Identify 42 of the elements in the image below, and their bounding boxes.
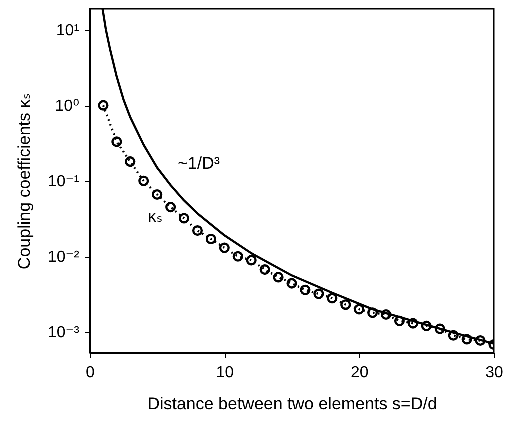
point — [166, 202, 176, 213]
point — [408, 318, 418, 329]
point — [286, 278, 298, 289]
point — [138, 176, 150, 186]
annotation: ~1/D³ — [178, 154, 220, 173]
point — [206, 234, 216, 245]
point — [112, 136, 122, 148]
point — [273, 272, 284, 283]
x-axis-title: Distance between two elements s=D/d — [148, 394, 438, 414]
point — [314, 288, 324, 300]
point — [354, 304, 365, 315]
y-axis-title: Coupling coefficients κₛ — [14, 93, 34, 270]
point — [421, 320, 432, 332]
point — [380, 309, 392, 320]
point — [462, 334, 472, 345]
x-tick-label: 0 — [86, 364, 96, 382]
point — [340, 300, 352, 310]
x-tick-label: 10 — [216, 364, 234, 382]
point — [192, 226, 204, 236]
point — [246, 255, 257, 266]
point — [98, 100, 109, 111]
point — [448, 330, 459, 341]
point — [300, 284, 311, 296]
point — [260, 264, 270, 276]
point — [125, 156, 136, 168]
point — [152, 189, 163, 200]
point — [368, 308, 378, 318]
annotation: κₛ — [148, 207, 163, 226]
point — [394, 316, 406, 326]
y-tick-label: 10¹ — [56, 22, 80, 40]
point — [219, 242, 230, 254]
point — [475, 335, 486, 346]
y-tick-label: 10⁻³ — [48, 324, 80, 342]
point — [434, 324, 446, 334]
y-tick-label: 10⁻¹ — [48, 174, 80, 191]
point — [178, 213, 190, 224]
point — [327, 293, 338, 304]
x-tick-label: 20 — [350, 364, 369, 382]
x-tick-label: 30 — [486, 364, 504, 382]
point — [232, 251, 244, 262]
y-tick-label: 10⁰ — [55, 98, 80, 116]
y-tick-label: 10⁻² — [48, 249, 80, 266]
